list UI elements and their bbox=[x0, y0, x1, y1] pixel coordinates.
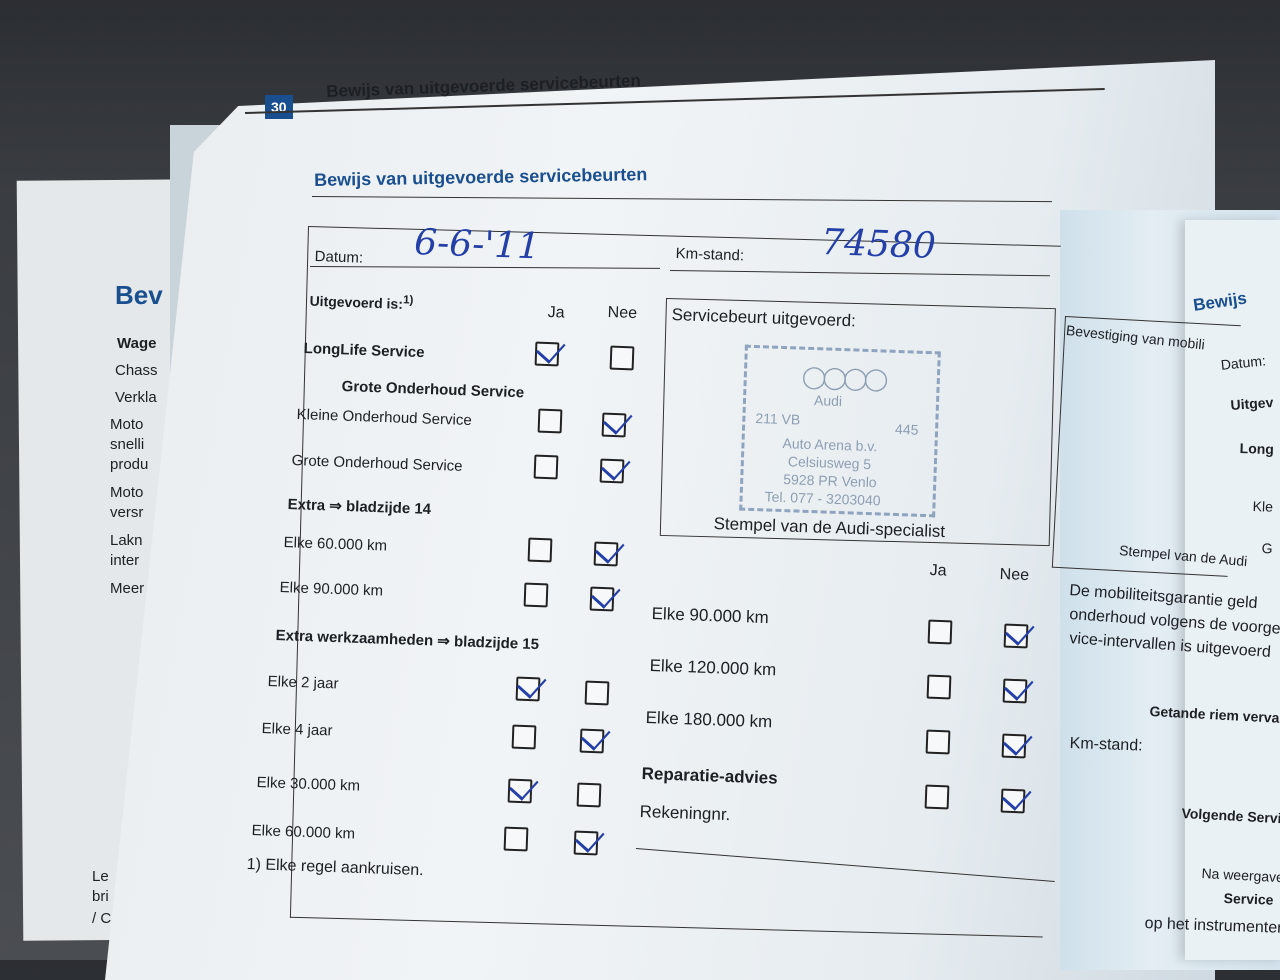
row-label: Elke 60.000 km bbox=[251, 822, 356, 843]
col-no: Nee bbox=[607, 304, 638, 323]
checkbox-ja[interactable] bbox=[534, 341, 560, 367]
checkbox-ja[interactable] bbox=[927, 619, 953, 645]
checkbox-ja[interactable] bbox=[537, 408, 563, 434]
checkbox-nee[interactable] bbox=[579, 728, 605, 754]
right-col-yes: Ja bbox=[929, 562, 947, 580]
invoice-label: Rekeningnr. bbox=[639, 802, 731, 825]
left-page-item: produ bbox=[110, 456, 149, 473]
left-page-item: versr bbox=[110, 504, 144, 521]
right-km-label: Km-stand: bbox=[1069, 735, 1143, 755]
checkbox-nee[interactable] bbox=[601, 412, 627, 438]
checkbox-ja[interactable] bbox=[511, 724, 537, 750]
stamp-line3: Celsiusweg 5 bbox=[787, 453, 872, 473]
audi-rings-icon: ◯◯◯◯ bbox=[801, 363, 885, 392]
left-page-item: Meer bbox=[110, 580, 145, 597]
right-row-label: Elke 90.000 km bbox=[651, 604, 770, 628]
checkbox-nee[interactable] bbox=[1000, 788, 1026, 814]
checkbox-ja[interactable] bbox=[925, 729, 951, 755]
checkbox-nee[interactable] bbox=[589, 586, 615, 612]
checkbox-nee[interactable] bbox=[593, 541, 619, 566]
left-page-item: Moto bbox=[110, 416, 144, 433]
date-value: 6-6-'11 bbox=[413, 222, 541, 268]
checkbox-ja[interactable] bbox=[503, 826, 529, 852]
main-page bbox=[105, 60, 1215, 980]
performed-label: Uitgevoerd is:1) bbox=[309, 290, 413, 312]
checkbox-ja[interactable] bbox=[507, 778, 533, 804]
checkbox-nee[interactable] bbox=[1002, 678, 1028, 704]
row-label: Elke 4 jaar bbox=[261, 720, 333, 740]
left-page-item: Wage bbox=[117, 335, 157, 352]
checkbox-nee[interactable] bbox=[573, 830, 599, 856]
right-col-no: Nee bbox=[999, 566, 1030, 585]
checkbox-ja[interactable] bbox=[523, 582, 549, 608]
far-right-page bbox=[1185, 220, 1280, 960]
left-page-item: Lakn bbox=[110, 532, 143, 549]
confirm-box bbox=[1051, 316, 1241, 577]
page-number: 30 bbox=[265, 95, 293, 119]
left-page-item: Verkla bbox=[115, 389, 157, 406]
checkbox-nee[interactable] bbox=[1003, 623, 1029, 649]
far-right-uitgev: Uitgev bbox=[1230, 394, 1274, 413]
left-page-item: Le bbox=[92, 868, 109, 885]
checkbox-nee[interactable] bbox=[584, 680, 610, 706]
date-label: Datum: bbox=[314, 248, 364, 267]
stamp-line1b: 445 bbox=[894, 420, 919, 438]
stamp-line1: 211 VB bbox=[755, 410, 801, 428]
left-page-item: Chass bbox=[115, 362, 158, 379]
row-label: Elke 2 jaar bbox=[267, 673, 339, 693]
left-page-title: Bev bbox=[115, 280, 163, 310]
row-label: Elke 60.000 km bbox=[283, 534, 388, 555]
checkbox-nee[interactable] bbox=[576, 782, 602, 808]
left-page-item: inter bbox=[110, 552, 140, 569]
row-label: Elke 90.000 km bbox=[279, 579, 384, 600]
far-right-g: G bbox=[1261, 540, 1273, 557]
stamp-brand: Audi bbox=[813, 392, 843, 410]
row-label: Elke 30.000 km bbox=[256, 774, 361, 795]
stamp-line4: 5928 PR Venlo bbox=[783, 471, 877, 491]
left-page-item: bri bbox=[92, 888, 109, 905]
checkbox-ja[interactable] bbox=[527, 537, 553, 562]
col-yes: Ja bbox=[547, 304, 565, 322]
stamp-line2: Auto Arena b.v. bbox=[782, 435, 878, 455]
far-right-kle: Kle bbox=[1252, 498, 1274, 515]
performed-text: Uitgevoerd is: bbox=[309, 292, 404, 312]
checkbox-ja[interactable] bbox=[926, 674, 952, 700]
left-page-item: / C bbox=[92, 910, 112, 927]
checkbox-nee[interactable] bbox=[1001, 733, 1027, 759]
checkbox-ja[interactable] bbox=[924, 784, 950, 810]
left-page-item: Moto bbox=[110, 484, 144, 501]
km-value: 74580 bbox=[820, 222, 937, 267]
stamp-line5: Tel. 077 - 3203040 bbox=[764, 488, 881, 509]
far-right-long: Long bbox=[1239, 440, 1275, 458]
dealer-stamp: ◯◯◯◯ Audi 211 VB 445 Auto Arena b.v. Cel… bbox=[739, 344, 941, 518]
checkbox-ja[interactable] bbox=[533, 454, 559, 480]
footnote-marker: 1) bbox=[402, 293, 414, 307]
left-page-item: snelli bbox=[110, 436, 145, 453]
checkbox-nee[interactable] bbox=[599, 458, 625, 484]
service-label: Service bbox=[1223, 890, 1274, 908]
checkbox-ja[interactable] bbox=[515, 676, 541, 702]
checkbox-nee[interactable] bbox=[609, 345, 635, 371]
km-label: Km-stand: bbox=[675, 245, 745, 265]
